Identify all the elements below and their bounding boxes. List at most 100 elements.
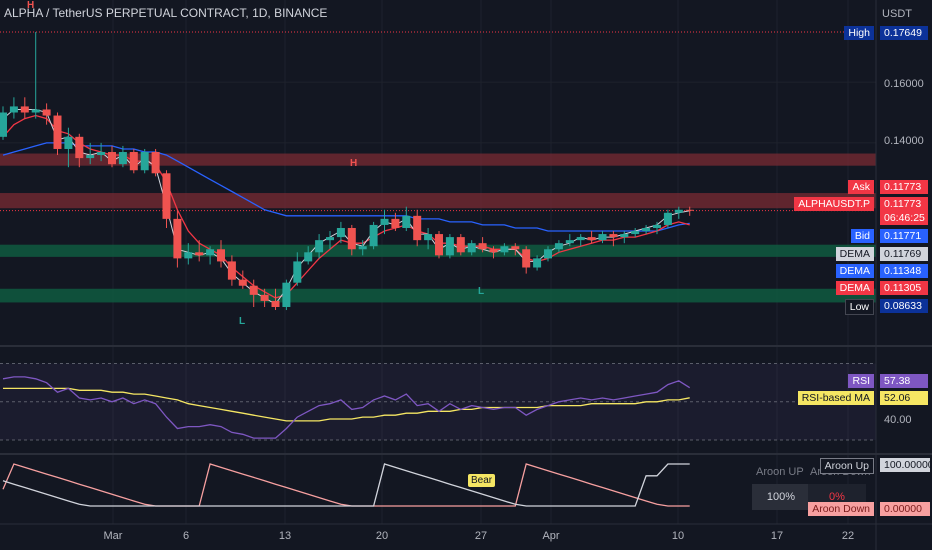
candle-18 [195,240,204,262]
candle-47 [511,243,520,256]
candle-body-25 [271,300,280,308]
candle-body-48 [522,249,531,268]
candle-body-61 [663,212,672,225]
candle-29 [315,234,324,259]
candle-body-31 [336,227,345,238]
candle-37 [402,206,411,232]
candle-31 [336,221,345,244]
candle-body-34 [369,224,378,247]
candle-body-28 [304,252,313,262]
candle-17 [184,243,193,265]
dema-blue-tag-label: DEMA [835,264,874,278]
candle-26 [282,279,291,311]
candle-25 [271,288,280,311]
rsi-tag-label: RSI [848,374,874,388]
candle-58 [631,227,640,238]
candle-body-37 [402,215,411,228]
dema-lines [2,109,690,305]
candle-10 [108,145,116,168]
dema-red-tag-value: 0.11305 [880,281,928,295]
candle-42 [456,234,465,256]
candles[interactable] [0,31,694,311]
candle-7 [75,133,84,168]
price-tick-014: 0.14000 [884,135,924,147]
candle-body-51 [554,243,563,250]
aroon-pane[interactable] [2,463,690,507]
candle-6 [64,127,73,168]
grid-lines [0,0,876,524]
support-zone-1 [0,288,876,303]
candle-body-27 [293,261,302,283]
candle-body-45 [489,249,498,253]
aroon-down-tag-label: Aroon Down [808,502,874,516]
candle-body-50 [544,249,552,259]
candle-body-10 [108,152,116,165]
high-tag-label: High [844,26,874,40]
candle-body-62 [674,209,683,213]
rsi-ma-tag-value: 52.06 [880,391,928,405]
bid-tag-value: 0.11771 [880,229,928,243]
candle-body-63 [685,209,694,211]
candle-34 [369,221,378,250]
candle-0 [0,106,7,140]
aroon-up-cell: 100% [752,484,810,510]
dema-white-tag-label: DEMA [835,247,874,261]
rsi-pane[interactable] [0,363,876,441]
aroon-down-line [2,463,690,507]
candle-body-32 [347,227,356,250]
candle-40 [435,231,443,259]
candle-24 [260,288,269,308]
high-tag-value: 0.17649 [880,26,928,40]
candle-body-41 [445,237,454,256]
candle-body-30 [326,237,334,241]
time-label-17: 17 [770,530,784,542]
candle-43 [467,240,476,256]
time-label-22: 22 [841,530,855,542]
candle-countdown: 06:46:25 [880,211,928,225]
pivot-low-2: L [478,286,485,297]
candle-body-60 [653,224,661,228]
dema-white-line [2,109,690,305]
candle-44 [478,237,487,253]
candle-body-54 [587,237,596,241]
candle-body-56 [609,234,618,238]
candle-body-44 [478,243,487,250]
candle-9 [97,142,106,162]
candle-33 [358,240,367,256]
candle-16 [173,209,182,268]
rsi-tick-40: 40.00 [884,414,912,426]
candle-54 [587,231,596,244]
candle-body-12 [129,152,138,171]
candle-body-2 [20,106,29,113]
aroon-up-line [2,463,690,507]
candle-body-5 [53,115,62,149]
price-unit: USDT [882,8,912,20]
time-label-6: 6 [182,530,190,542]
time-label-mar: Mar [103,530,123,542]
candle-body-35 [380,218,389,225]
candle-28 [304,246,313,265]
candle-body-53 [576,237,585,241]
candle-53 [576,234,585,247]
candle-21 [227,255,236,286]
candle-body-0 [0,112,7,137]
rsi-ma-line [3,387,690,422]
candle-55 [598,231,607,244]
candle-body-38 [413,215,422,241]
candle-3 [31,31,40,119]
aroon-up-tag-value: 100.00000 [880,458,932,472]
low-tag-value: 0.08633 [880,299,928,313]
candle-49 [533,255,542,271]
candle-body-42 [456,237,465,253]
chart-title[interactable]: ALPHA / TetherUS PERPETUAL CONTRACT, 1D,… [4,6,328,20]
candle-body-57 [620,234,629,238]
time-label-27: 27 [474,530,488,542]
candle-body-36 [391,218,400,228]
candle-body-4 [42,109,51,116]
candle-body-19 [206,249,215,256]
candle-body-18 [195,252,204,256]
candle-38 [413,209,422,247]
rsi-ma-tag-label: RSI-based MA [797,391,874,405]
time-label-13: 13 [278,530,292,542]
